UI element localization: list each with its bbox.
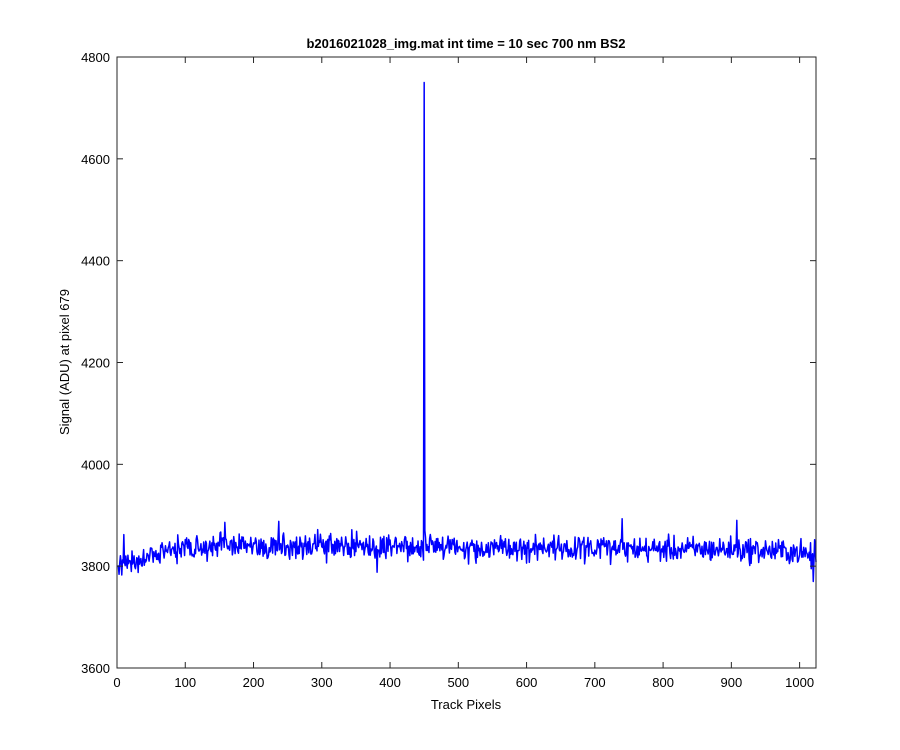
x-tick-label: 500 bbox=[447, 675, 469, 690]
signal-series-line bbox=[117, 81, 817, 583]
y-axis-label: Signal (ADU) at pixel 679 bbox=[57, 289, 72, 435]
x-tick-label: 1000 bbox=[785, 675, 814, 690]
x-tick-label: 200 bbox=[243, 675, 265, 690]
chart-title: b2016021028_img.mat int time = 10 sec 70… bbox=[306, 36, 625, 51]
x-tick-label: 400 bbox=[379, 675, 401, 690]
x-axis-label: Track Pixels bbox=[431, 697, 502, 712]
x-tick-label: 100 bbox=[174, 675, 196, 690]
y-tick-label: 4200 bbox=[81, 356, 110, 371]
plot-area: 0 100 200 300 400 500 600 700 800 900 1000 3600 3800… bbox=[81, 50, 817, 690]
x-tick-label: 600 bbox=[516, 675, 538, 690]
x-tick-label: 700 bbox=[584, 675, 606, 690]
y-tick-label: 4000 bbox=[81, 457, 110, 472]
y-tick-label: 4600 bbox=[81, 152, 110, 167]
x-tick-label: 800 bbox=[652, 675, 674, 690]
y-tick-label: 4800 bbox=[81, 50, 110, 65]
x-tick-label: 0 bbox=[113, 675, 120, 690]
x-tick-label: 300 bbox=[311, 675, 333, 690]
y-tick-label: 3600 bbox=[81, 661, 110, 676]
y-tick-label: 4400 bbox=[81, 254, 110, 269]
x-tick-label: 900 bbox=[721, 675, 743, 690]
y-tick-label: 3800 bbox=[81, 559, 110, 574]
plot-background bbox=[117, 57, 816, 668]
